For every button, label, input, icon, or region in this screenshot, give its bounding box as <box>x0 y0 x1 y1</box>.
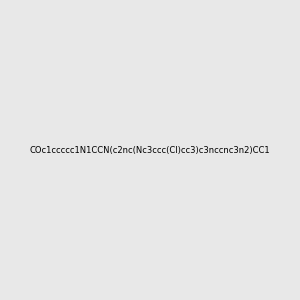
Text: COc1ccccc1N1CCN(c2nc(Nc3ccc(Cl)cc3)c3nccnc3n2)CC1: COc1ccccc1N1CCN(c2nc(Nc3ccc(Cl)cc3)c3ncc… <box>30 146 270 154</box>
